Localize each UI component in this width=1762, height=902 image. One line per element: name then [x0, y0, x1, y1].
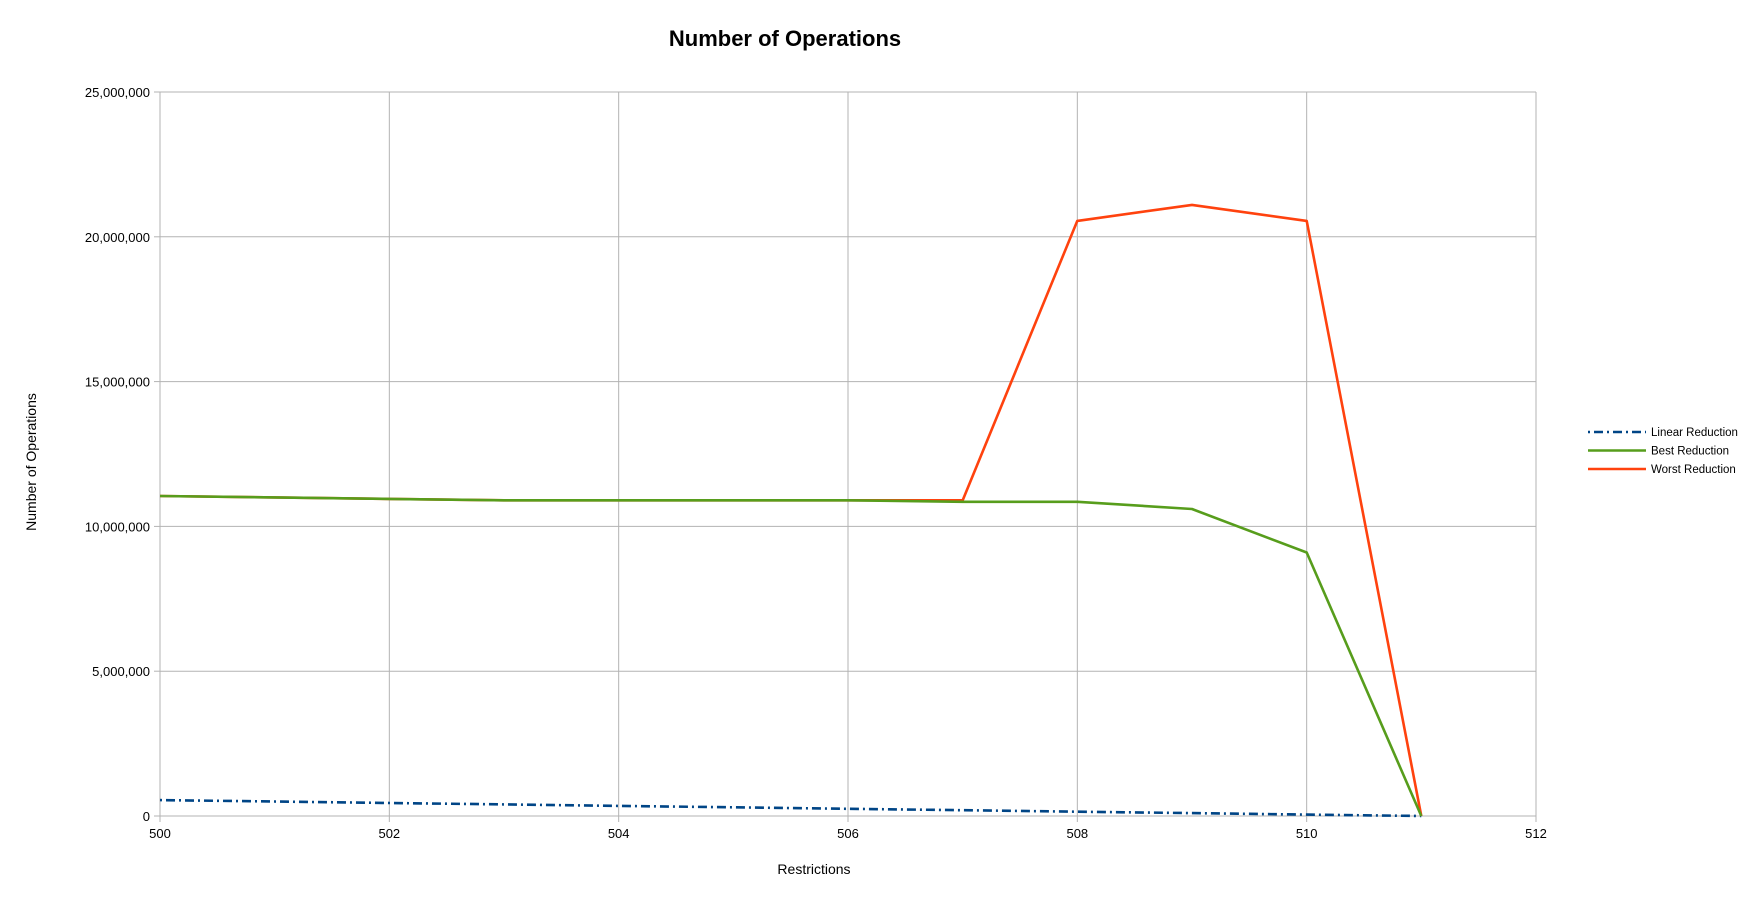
x-tick-label: 510	[1296, 826, 1318, 841]
y-tick-label: 5,000,000	[92, 664, 150, 679]
y-tick-label: 20,000,000	[85, 230, 150, 245]
series-line-best-reduction	[159, 494, 1423, 817]
legend-label: Linear Reduction	[1651, 427, 1738, 439]
legend: Linear Reduction Best Reduction Worst Redu…	[1588, 427, 1738, 476]
axes: 0 5,000,000 10,000,000 15,000,000 20,000,000…	[85, 85, 1547, 841]
y-tick-label: 10,000,000	[85, 519, 150, 534]
chart-title: Number of Operations	[668, 26, 902, 51]
series-lines	[159, 203, 1423, 818]
y-tick-label: 0	[143, 809, 150, 824]
series-line-worst-reduction	[159, 203, 1423, 817]
x-tick-label: 502	[378, 826, 400, 841]
legend-label: Worst Reduction	[1651, 464, 1736, 476]
x-tick-label: 500	[149, 826, 171, 841]
x-tick-label: 504	[608, 826, 630, 841]
x-axis-label: Restrictions	[777, 861, 850, 877]
grid	[159, 91, 1537, 817]
legend-label: Best Reduction	[1651, 446, 1729, 458]
y-axis-label: Number of Operations	[23, 393, 39, 531]
series-line-linear-reduction	[159, 798, 1422, 818]
y-tick-label: 15,000,000	[85, 375, 150, 390]
x-tick-label: 506	[837, 826, 859, 841]
x-tick-label: 508	[1066, 826, 1088, 841]
y-tick-label: 25,000,000	[85, 85, 150, 100]
x-tick-label: 512	[1525, 826, 1547, 841]
